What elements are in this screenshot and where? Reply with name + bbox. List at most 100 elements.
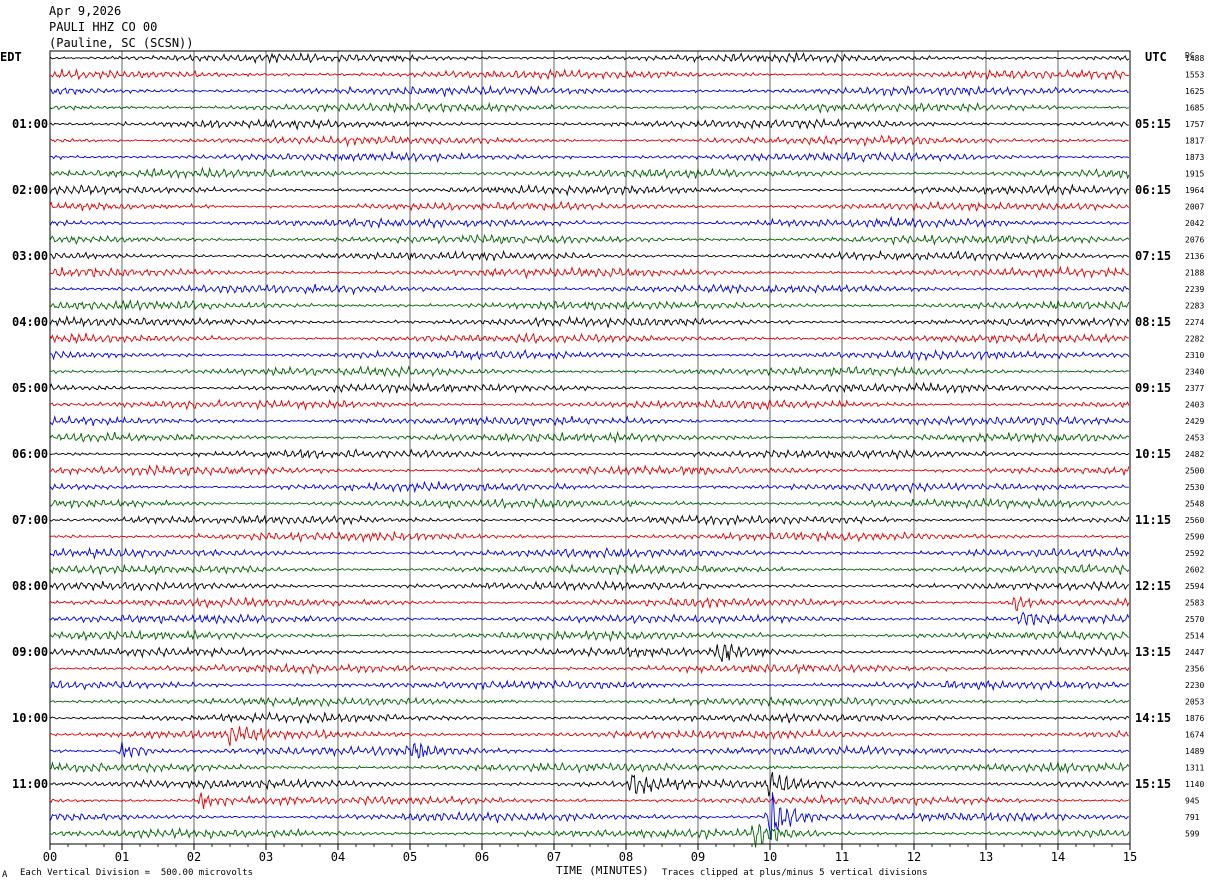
trace-line-5 — [49, 117, 1129, 131]
trace-count-label: 2514 — [1185, 632, 1204, 641]
trace-count-label: 1140 — [1185, 780, 1204, 789]
trace-count-label: 1964 — [1185, 186, 1204, 195]
x-tick-label: 00 — [43, 850, 57, 864]
trace-count-label: 2310 — [1185, 351, 1204, 360]
trace-count-label: 2007 — [1185, 203, 1204, 212]
trace-count-label: 2453 — [1185, 434, 1204, 443]
trace-line-37 — [49, 643, 1129, 662]
trace-line-44 — [49, 760, 1130, 774]
trace-line-45 — [49, 771, 1129, 797]
left-hour-label: 06:00 — [12, 447, 48, 461]
trace-count-label: 2429 — [1185, 417, 1204, 426]
right-hour-label: 08:15 — [1135, 315, 1171, 329]
trace-line-3 — [49, 84, 1129, 98]
trace-count-label: 1915 — [1185, 170, 1204, 179]
trace-line-17 — [49, 314, 1130, 328]
x-tick-label: 09 — [691, 850, 705, 864]
trace-line-10 — [49, 200, 1130, 213]
trace-count-label: 2377 — [1185, 384, 1204, 393]
header-date: Apr 9,2026 — [49, 4, 122, 18]
x-tick-label: 10 — [763, 850, 777, 864]
trace-line-2 — [50, 68, 1129, 81]
trace-count-label: 1817 — [1185, 137, 1204, 146]
trace-count-label: 945 — [1185, 797, 1200, 806]
trace-line-12 — [49, 233, 1130, 246]
trace-line-32 — [49, 563, 1130, 576]
trace-count-label: 1625 — [1185, 87, 1204, 96]
x-tick-label: 01 — [115, 850, 129, 864]
right-hour-label: 11:15 — [1135, 513, 1171, 527]
trace-count-label: 2570 — [1185, 615, 1204, 624]
right-hour-label: 07:15 — [1135, 249, 1171, 263]
trace-line-42 — [49, 726, 1130, 747]
right-hour-label: 05:15 — [1135, 117, 1171, 131]
trace-line-11 — [49, 215, 1129, 230]
trace-line-23 — [49, 415, 1130, 427]
trace-line-20 — [49, 365, 1129, 378]
right-hour-label: 15:15 — [1135, 777, 1171, 791]
trace-count-label: 2136 — [1185, 252, 1204, 261]
x-tick-label: 02 — [187, 850, 201, 864]
trace-count-label: 2602 — [1185, 566, 1204, 575]
scale-note: Each Vertical Division = 500.00 microvol… — [20, 868, 253, 878]
trace-count-label: 2530 — [1185, 483, 1204, 492]
trace-count-label: 2592 — [1185, 549, 1204, 558]
left-hour-label: 03:00 — [12, 249, 48, 263]
x-tick-label: 03 — [259, 850, 273, 864]
trace-line-8 — [49, 166, 1130, 180]
trace-line-6 — [49, 134, 1129, 148]
x-tick-label: 08 — [619, 850, 633, 864]
trace-count-label: 2340 — [1185, 368, 1204, 377]
right-hour-label: 13:15 — [1135, 645, 1171, 659]
trace-count-label: 2548 — [1185, 500, 1204, 509]
x-tick-label: 14 — [1051, 850, 1065, 864]
trace-line-19 — [49, 348, 1130, 362]
trace-line-48 — [49, 823, 1130, 848]
trace-line-34 — [49, 595, 1130, 612]
trace-line-13 — [49, 249, 1130, 262]
trace-count-label: 791 — [1185, 813, 1200, 822]
trace-count-label: 2583 — [1185, 599, 1204, 608]
x-tick-label: 12 — [907, 850, 921, 864]
left-hour-label: 11:00 — [12, 777, 48, 791]
trace-count-label: 2283 — [1185, 302, 1204, 311]
right-hour-label: 06:15 — [1135, 183, 1171, 197]
trace-line-46 — [49, 792, 1130, 810]
trace-line-22 — [49, 398, 1130, 411]
trace-count-label: 1757 — [1185, 120, 1204, 129]
trace-count-label: 2403 — [1185, 401, 1204, 410]
footer-mark: A — [2, 870, 8, 880]
trace-line-26 — [49, 464, 1130, 477]
trace-count-label: 2560 — [1185, 516, 1204, 525]
trace-count-label: 1489 — [1185, 747, 1204, 756]
trace-line-30 — [49, 530, 1129, 543]
trace-count-label: 1674 — [1185, 731, 1204, 740]
trace-line-28 — [49, 497, 1129, 511]
trace-line-14 — [49, 265, 1130, 280]
trace-count-label: 2482 — [1185, 450, 1204, 459]
trace-line-24 — [49, 430, 1130, 444]
trace-line-29 — [49, 514, 1130, 526]
trace-line-7 — [49, 151, 1130, 163]
trace-count-label: 1553 — [1185, 71, 1204, 80]
trace-line-15 — [49, 283, 1130, 296]
left-hour-label: 08:00 — [12, 579, 48, 593]
trace-count-label: 1311 — [1185, 764, 1204, 773]
trace-count-label: 2239 — [1185, 285, 1204, 294]
header-station: PAULI HHZ CO 00 — [49, 20, 158, 34]
right-hour-label: 09:15 — [1135, 381, 1171, 395]
trace-count-label: 2356 — [1185, 665, 1204, 674]
left-axis-title: EDT — [0, 50, 22, 64]
clip-note: Traces clipped at plus/minus 5 vertical … — [662, 868, 928, 878]
trace-line-43 — [49, 741, 1130, 759]
x-tick-label: 13 — [979, 850, 993, 864]
trace-line-18 — [49, 332, 1129, 345]
trace-line-47 — [49, 792, 1129, 841]
trace-line-39 — [49, 679, 1130, 692]
trace-count-label: 2594 — [1185, 582, 1204, 591]
x-axis-label: TIME (MINUTES) — [556, 864, 649, 877]
trace-line-36 — [49, 629, 1129, 642]
trace-line-9 — [49, 183, 1129, 197]
trace-count-label: 599 — [1185, 830, 1200, 839]
